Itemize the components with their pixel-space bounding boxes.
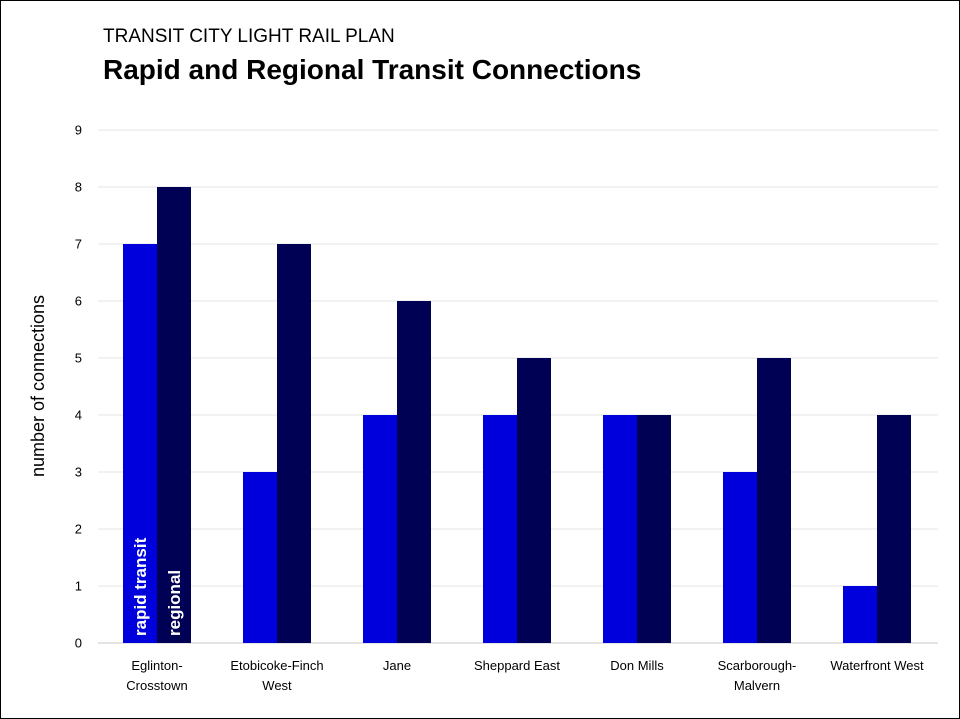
y-tick-label: 9 — [75, 123, 82, 138]
bar-rapid-transit — [363, 415, 397, 643]
x-tick-label: Scarborough-Malvern — [718, 658, 797, 693]
series-label-regional: regional — [165, 570, 184, 636]
series-labels: rapid transit regional — [131, 537, 184, 636]
y-axis-ticks: 0 1 2 3 4 5 6 7 8 9 — [75, 123, 82, 651]
chart-title: Rapid and Regional Transit Connections — [103, 54, 642, 85]
bar-regional — [877, 415, 911, 643]
y-tick-label: 5 — [75, 351, 82, 366]
x-axis-labels: Eglinton-Crosstown Etobicoke-Finch West Jan… — [126, 658, 924, 693]
y-tick-label: 2 — [75, 522, 82, 537]
y-tick-label: 0 — [75, 636, 82, 651]
x-tick-label: Sheppard East — [474, 658, 560, 673]
bar-rapid-transit — [243, 472, 277, 643]
bar-regional — [637, 415, 671, 643]
bars — [123, 187, 911, 643]
bar-regional — [277, 244, 311, 643]
x-tick-label: Waterfront West — [830, 658, 924, 673]
bar-rapid-transit — [123, 244, 157, 643]
x-tick-label: Don Mills — [610, 658, 664, 673]
y-tick-label: 6 — [75, 294, 82, 309]
bar-rapid-transit — [483, 415, 517, 643]
y-tick-label: 7 — [75, 237, 82, 252]
x-tick-label: Eglinton-Crosstown — [126, 658, 187, 693]
x-tick-label: Jane — [383, 658, 411, 673]
x-tick-label: Etobicoke-Finch West — [230, 658, 323, 693]
chart-supertitle: TRANSIT CITY LIGHT RAIL PLAN — [103, 26, 395, 47]
series-label-rapid-transit: rapid transit — [131, 537, 150, 636]
y-tick-label: 4 — [75, 408, 82, 423]
y-tick-label: 1 — [75, 579, 82, 594]
bar-rapid-transit — [843, 586, 877, 643]
y-tick-label: 3 — [75, 465, 82, 480]
bar-rapid-transit — [603, 415, 637, 643]
bar-regional — [397, 301, 431, 643]
bar-regional — [157, 187, 191, 643]
bar-regional — [517, 358, 551, 643]
y-axis-label: number of connections — [28, 295, 48, 477]
bar-rapid-transit — [723, 472, 757, 643]
bar-regional — [757, 358, 791, 643]
y-tick-label: 8 — [75, 180, 82, 195]
